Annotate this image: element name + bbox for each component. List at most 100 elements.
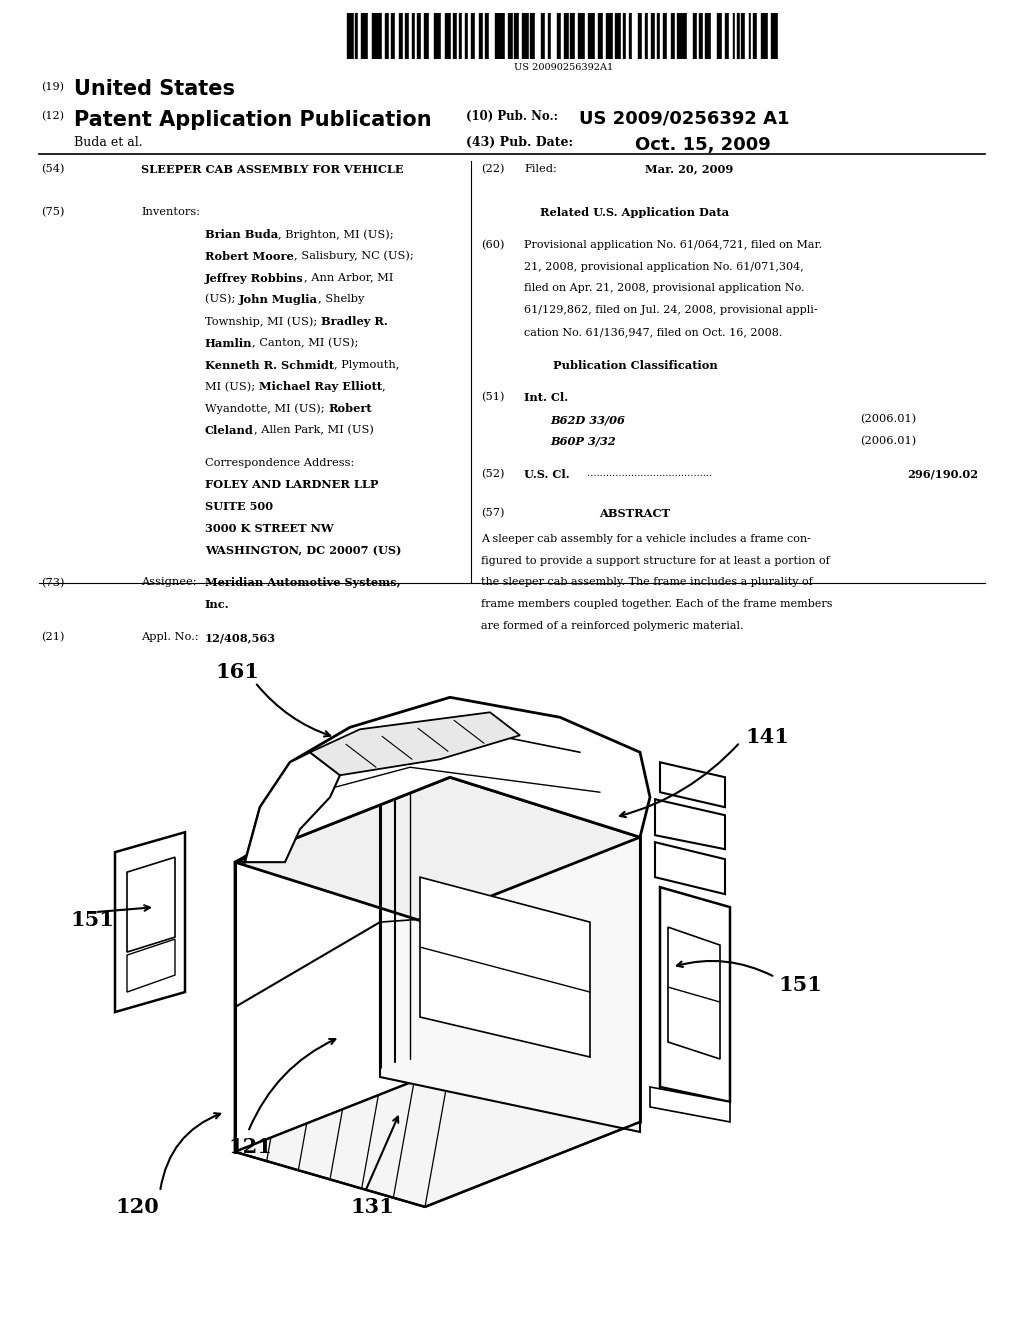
Bar	[459, 13, 462, 59]
Text: (52): (52)	[481, 469, 505, 479]
Text: B62D 33/06: B62D 33/06	[550, 414, 625, 425]
Polygon shape	[127, 857, 175, 952]
Bar	[347, 13, 353, 59]
Bar	[545, 13, 548, 59]
Text: (19): (19)	[41, 82, 63, 92]
Bar	[395, 13, 398, 59]
Text: 121: 121	[228, 1137, 272, 1156]
Bar	[458, 13, 459, 59]
Text: B60P 3/32: B60P 3/32	[550, 436, 615, 447]
Bar	[771, 13, 778, 59]
Bar	[737, 13, 739, 59]
Bar	[421, 13, 424, 59]
Bar	[703, 13, 705, 59]
Text: Appl. No.:: Appl. No.:	[141, 632, 199, 642]
Text: Provisional application No. 61/064,721, filed on Mar.: Provisional application No. 61/064,721, …	[524, 240, 822, 249]
Text: Robert: Robert	[328, 403, 372, 414]
Text: , Canton, MI (US);: , Canton, MI (US);	[252, 338, 358, 348]
Text: John Muglia: John Muglia	[239, 294, 317, 305]
Bar	[598, 13, 603, 59]
Text: 141: 141	[745, 727, 788, 747]
Bar	[434, 13, 441, 59]
Polygon shape	[655, 842, 725, 894]
Text: 21, 2008, provisional application No. 61/071,304,: 21, 2008, provisional application No. 61…	[524, 261, 804, 272]
Text: Michael Ray Elliott: Michael Ray Elliott	[258, 381, 382, 392]
Bar	[735, 13, 737, 59]
Text: 296/190.02: 296/190.02	[907, 469, 978, 479]
Bar	[548, 13, 551, 59]
Bar	[551, 13, 557, 59]
Bar	[585, 13, 588, 59]
Text: Brian Buda: Brian Buda	[205, 230, 279, 240]
Bar	[389, 13, 391, 59]
Bar	[739, 13, 741, 59]
Bar	[648, 13, 651, 59]
Polygon shape	[650, 1086, 730, 1122]
Text: A sleeper cab assembly for a vehicle includes a frame con-: A sleeper cab assembly for a vehicle inc…	[481, 533, 811, 544]
Bar	[749, 13, 752, 59]
Bar	[613, 13, 614, 59]
Bar	[441, 13, 444, 59]
Bar	[428, 13, 434, 59]
Bar	[403, 13, 404, 59]
Polygon shape	[420, 878, 590, 1057]
Bar	[358, 13, 361, 59]
Text: (2006.01): (2006.01)	[860, 436, 916, 446]
Bar	[513, 13, 514, 59]
Bar	[385, 13, 389, 59]
Text: United States: United States	[74, 79, 234, 99]
Bar	[729, 13, 733, 59]
Bar	[705, 13, 712, 59]
Bar	[606, 13, 613, 59]
Bar	[372, 13, 382, 59]
Text: Related U.S. Application Data: Related U.S. Application Data	[541, 207, 729, 218]
Text: , Ann Arbor, MI: , Ann Arbor, MI	[303, 272, 393, 282]
Bar	[659, 13, 664, 59]
Text: SUITE 500: SUITE 500	[205, 502, 273, 512]
Bar	[741, 13, 745, 59]
Text: (54): (54)	[41, 164, 65, 174]
Bar	[561, 13, 564, 59]
Text: 3000 K STREET NW: 3000 K STREET NW	[205, 523, 334, 535]
Text: 12/408,563: 12/408,563	[205, 632, 275, 643]
Text: Oct. 15, 2009: Oct. 15, 2009	[635, 136, 771, 154]
Text: (21): (21)	[41, 632, 65, 643]
Bar	[475, 13, 478, 59]
Text: Buda et al.: Buda et al.	[74, 136, 142, 149]
Text: Robert Moore: Robert Moore	[205, 251, 294, 261]
Bar	[528, 13, 530, 59]
Polygon shape	[234, 752, 340, 862]
Bar	[369, 13, 372, 59]
Text: 151: 151	[778, 975, 822, 995]
Bar	[505, 13, 508, 59]
Bar	[353, 13, 355, 59]
Bar	[733, 13, 735, 59]
Text: Wyandotte, MI (US);: Wyandotte, MI (US);	[205, 403, 328, 414]
Bar	[462, 13, 465, 59]
Bar	[355, 13, 358, 59]
Bar	[722, 13, 725, 59]
Text: Township, MI (US);: Township, MI (US);	[205, 315, 321, 327]
Text: 151: 151	[70, 909, 114, 931]
Bar	[778, 13, 779, 59]
Text: Inc.: Inc.	[205, 599, 229, 610]
Bar	[417, 13, 421, 59]
Polygon shape	[450, 777, 640, 1122]
Bar	[579, 13, 585, 59]
Bar	[668, 13, 671, 59]
Polygon shape	[234, 777, 640, 923]
Text: cation No. 61/136,947, filed on Oct. 16, 2008.: cation No. 61/136,947, filed on Oct. 16,…	[524, 327, 782, 337]
Text: Assignee:: Assignee:	[141, 577, 197, 587]
Text: WASHINGTON, DC 20007 (US): WASHINGTON, DC 20007 (US)	[205, 545, 401, 556]
Bar	[671, 13, 675, 59]
Text: Hamlin: Hamlin	[205, 338, 252, 348]
Bar	[535, 13, 541, 59]
Text: (51): (51)	[481, 392, 505, 403]
Bar	[718, 13, 722, 59]
Bar	[758, 13, 761, 59]
Bar	[471, 13, 475, 59]
Text: Meridian Automotive Systems,: Meridian Automotive Systems,	[205, 577, 400, 589]
Text: 131: 131	[350, 1197, 394, 1217]
Bar	[632, 13, 638, 59]
Text: , Shelby: , Shelby	[317, 294, 365, 305]
